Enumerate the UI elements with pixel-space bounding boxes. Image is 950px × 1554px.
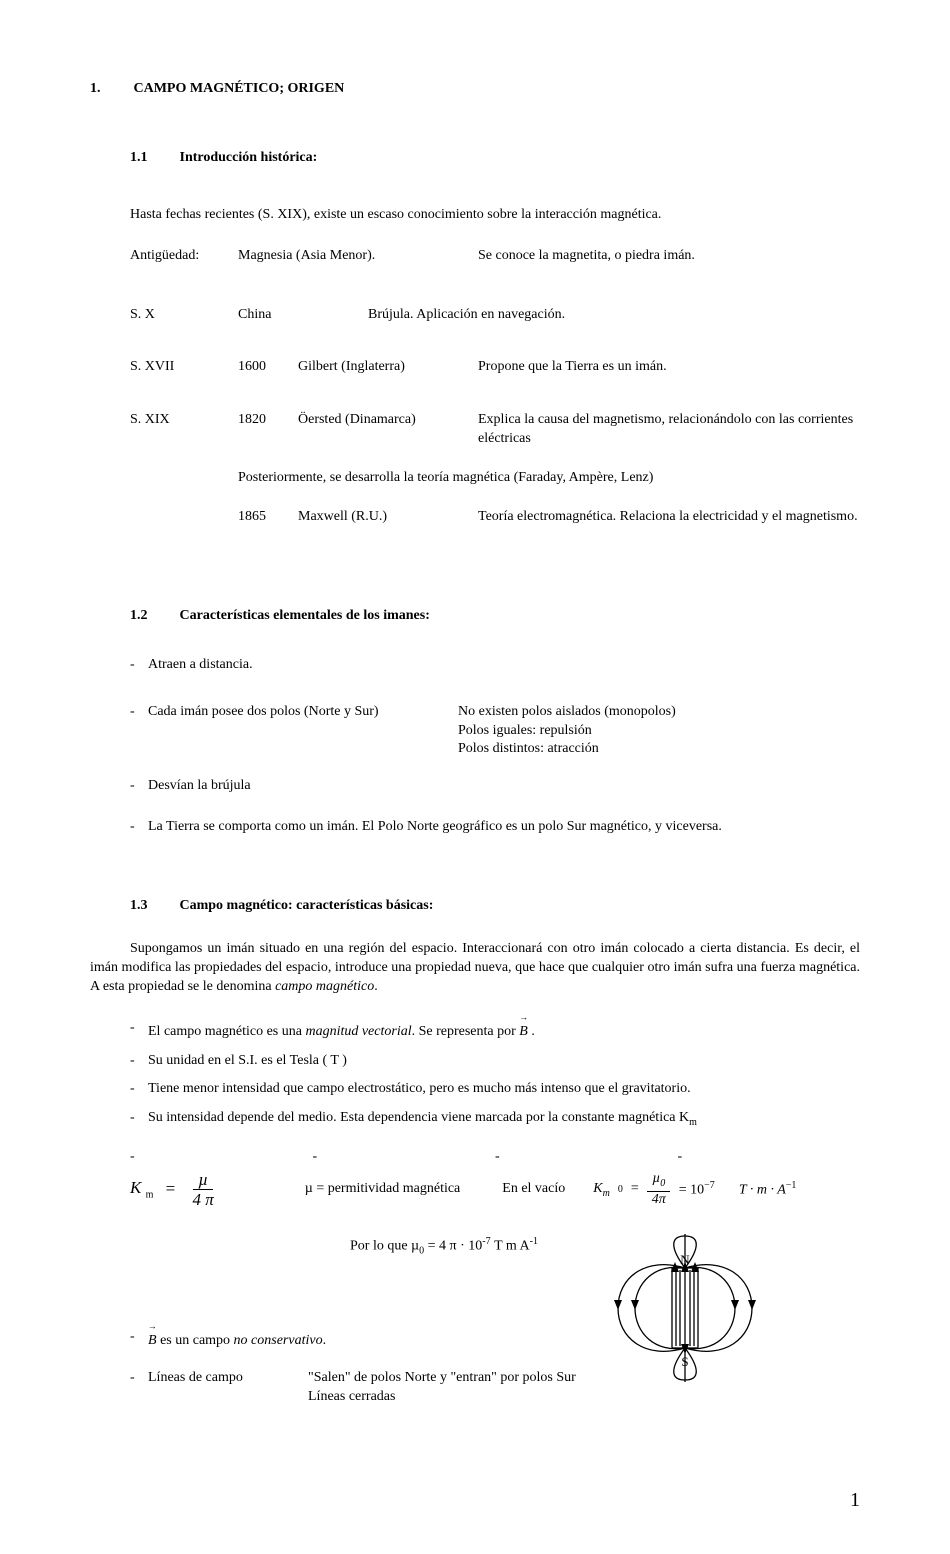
era: S. XIX	[130, 411, 238, 449]
person: Gilbert (Inglaterra)	[298, 358, 478, 377]
vector-b-icon: B	[148, 1328, 157, 1351]
desc: Explica la causa del magnetismo, relacio…	[478, 411, 860, 449]
sub-title: Características elementales de los imane…	[180, 608, 430, 623]
desc: Teoría electromagnética. Relaciona la el…	[478, 508, 860, 527]
equation-row: K m = µ4 π µ = permitividad magnética En…	[130, 1171, 860, 1210]
year: 1600	[238, 358, 298, 377]
bullet-icon: -	[130, 777, 148, 796]
sub-title: Introducción histórica:	[180, 150, 318, 165]
item-text: El campo magnético es una magnitud vecto…	[148, 1019, 860, 1042]
item-text: Desvían la brújula	[148, 777, 860, 796]
bullet-icon: -	[130, 1080, 148, 1099]
eq-label: µ = permitividad magnética	[305, 1180, 461, 1199]
year: 1865	[238, 508, 298, 527]
eq-km0: Km	[593, 1180, 610, 1200]
sub-num: 1.2	[130, 607, 176, 626]
history-row: Posteriormente, se desarrolla la teoría …	[130, 469, 860, 488]
fraction-icon: µ04π	[647, 1172, 671, 1207]
eq-lhs: K m	[130, 1177, 153, 1202]
svg-text:N: N	[680, 1252, 690, 1267]
person: Maxwell (R.U.)	[298, 508, 478, 527]
field-lines-icon: N S	[610, 1228, 760, 1388]
item-detail: "Salen" de polos Norte y "entran" por po…	[308, 1369, 576, 1407]
history-row: 1865 Maxwell (R.U.) Teoría electromagnét…	[130, 508, 860, 527]
bullet-icon: -	[130, 1052, 148, 1071]
eq-label: En el vacío	[502, 1180, 565, 1199]
item-text: Su intensidad depende del medio. Esta de…	[148, 1109, 860, 1129]
fraction-icon: µ4 π	[187, 1171, 218, 1210]
list-item: - La Tierra se comporta como un imán. El…	[130, 818, 860, 837]
item-label: Líneas de campo	[148, 1369, 308, 1407]
history-row: S. XVII 1600 Gilbert (Inglaterra) Propon…	[130, 358, 860, 377]
sub-num: 1.1	[130, 149, 176, 168]
era: Antigüedad:	[130, 247, 238, 266]
intro-para: Hasta fechas recientes (S. XIX), existe …	[130, 206, 860, 225]
place: China	[238, 306, 368, 325]
desc: Brújula. Aplicación en navegación.	[368, 306, 860, 325]
history-row: S. X China Brújula. Aplicación en navega…	[130, 306, 860, 325]
item-text: Su unidad en el S.I. es el Tesla ( T )	[148, 1052, 860, 1071]
bullet-icon: -	[130, 1369, 148, 1407]
page-number: 1	[90, 1487, 860, 1514]
tick-row: ----	[130, 1148, 860, 1167]
subsection-1-1: 1.1 Introducción histórica:	[130, 149, 860, 168]
section-num: 1.	[90, 80, 130, 99]
item-detail: No existen polos aislados (monopolos) Po…	[458, 703, 838, 760]
item-text: Atraen a distancia.	[148, 656, 860, 675]
vector-b-icon: B	[519, 1019, 528, 1042]
list-item: - Su unidad en el S.I. es el Tesla ( T )	[130, 1052, 860, 1071]
place: Magnesia (Asia Menor).	[238, 247, 478, 266]
bullet-icon: -	[130, 1109, 148, 1129]
sub-title: Campo magnético: características básicas…	[180, 898, 434, 913]
item-text: Cada imán posee dos polos (Norte y Sur)	[148, 703, 458, 760]
eq-result: = 10−7	[679, 1179, 715, 1201]
bullet-icon: -	[130, 703, 148, 760]
subsection-1-2: 1.2 Características elementales de los i…	[130, 607, 860, 626]
person: Öersted (Dinamarca)	[298, 411, 478, 449]
year: 1820	[238, 411, 298, 449]
body-para: Supongamos un imán situado en una región…	[90, 940, 860, 997]
list-item: - Atraen a distancia.	[130, 656, 860, 675]
history-row: S. XIX 1820 Öersted (Dinamarca) Explica …	[130, 411, 860, 449]
era: S. XVII	[130, 358, 238, 377]
bullet-icon: -	[130, 818, 148, 837]
mu0-line: Por lo que µ0 = 4 π · 10-7 T m A-1	[350, 1235, 860, 1258]
item-text: Tiene menor intensidad que campo electro…	[148, 1080, 860, 1099]
desc: Se conoce la magnetita, o piedra imán.	[478, 247, 860, 266]
sub-num: 1.3	[130, 897, 176, 916]
bullet-icon: -	[130, 1019, 148, 1042]
era: S. X	[130, 306, 238, 325]
item-text: La Tierra se comporta como un imán. El P…	[148, 818, 860, 837]
subsection-1-3: 1.3 Campo magnético: características bás…	[130, 897, 860, 916]
bullet-icon: -	[130, 1328, 148, 1351]
list-item: - El campo magnético es una magnitud vec…	[130, 1019, 860, 1042]
list-item: - Su intensidad depende del medio. Esta …	[130, 1109, 860, 1129]
history-row: Antigüedad: Magnesia (Asia Menor). Se co…	[130, 247, 860, 266]
section-heading: 1. CAMPO MAGNÉTICO; ORIGEN	[90, 80, 860, 99]
eq-units: T · m · A−1	[739, 1179, 797, 1201]
bullet-icon: -	[130, 656, 148, 675]
desc: Posteriormente, se desarrolla la teoría …	[238, 469, 860, 488]
svg-text:S: S	[681, 1354, 688, 1369]
desc: Propone que la Tierra es un imán.	[478, 358, 860, 377]
section-title: CAMPO MAGNÉTICO; ORIGEN	[134, 81, 345, 96]
list-item: - Desvían la brújula	[130, 777, 860, 796]
list-item: - Cada imán posee dos polos (Norte y Sur…	[130, 703, 860, 760]
list-item: - Tiene menor intensidad que campo elect…	[130, 1080, 860, 1099]
